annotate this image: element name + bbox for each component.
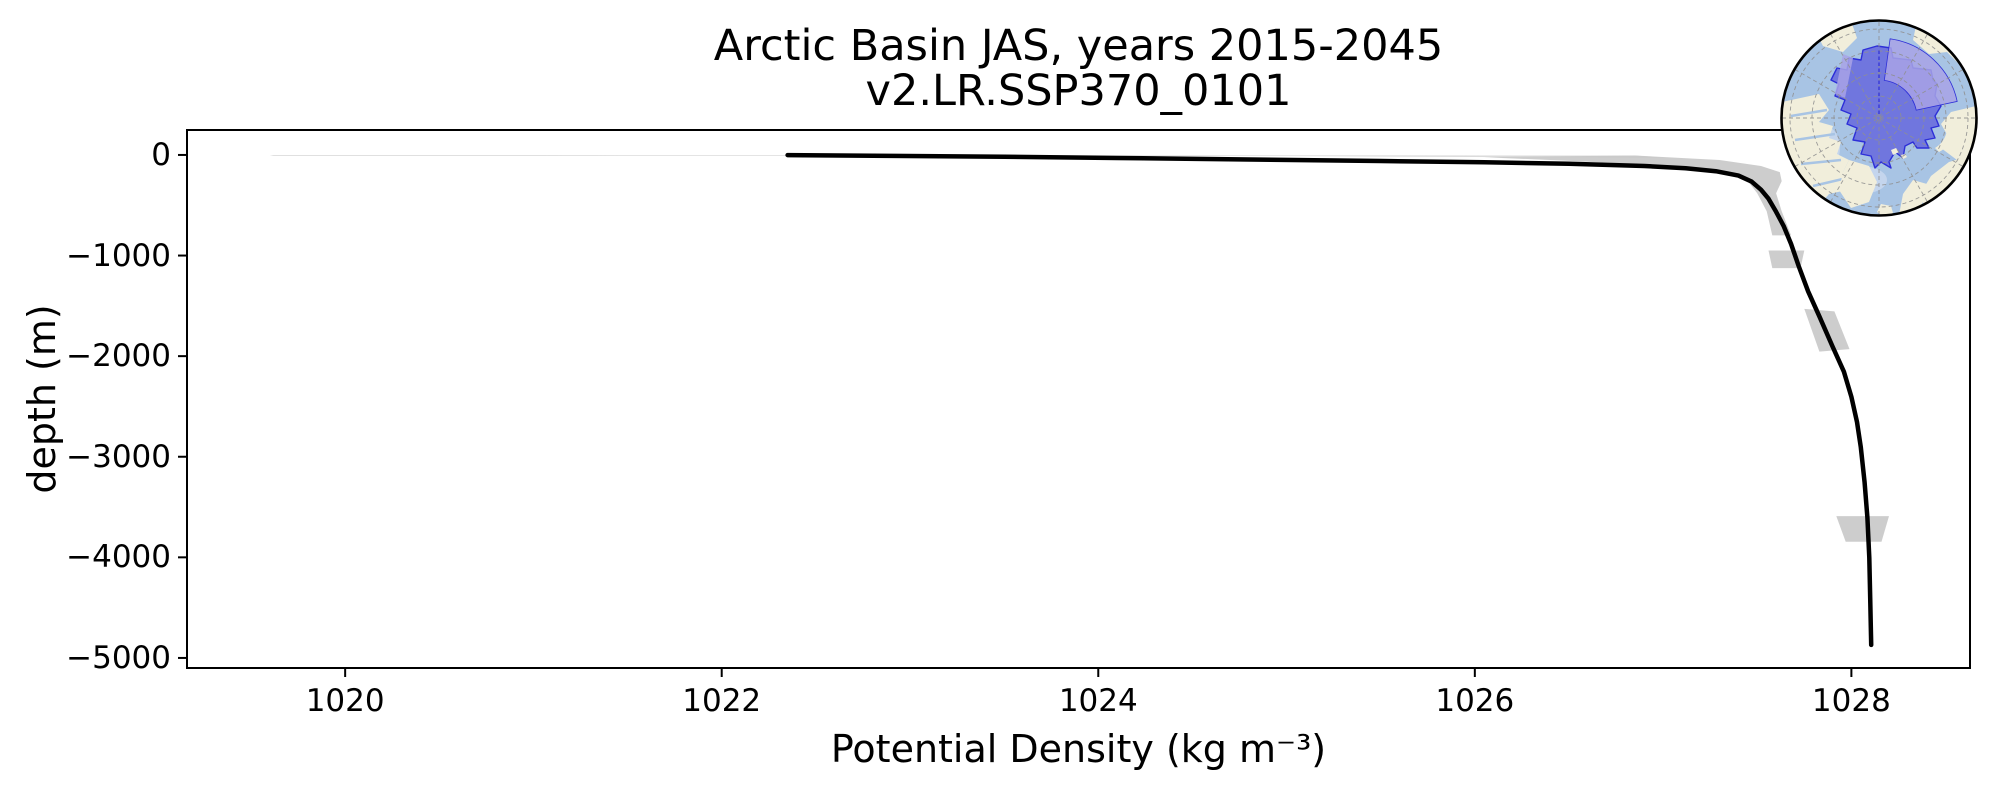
y-tick-label: −3000: [66, 438, 171, 475]
map-meridian-line: [1794, 69, 1964, 167]
map-meridian-line: [1830, 33, 1928, 203]
x-tick-label: 1020: [305, 683, 385, 719]
y-tick-label: −1000: [66, 237, 171, 274]
x-tick-label: 1026: [1435, 683, 1515, 719]
y-tick-label: −4000: [66, 539, 171, 576]
chart-title-line2: v2.LR.SSP370_0101: [865, 66, 1292, 116]
map-border-circle: [1780, 19, 1978, 217]
y-tick-label: 0: [151, 136, 171, 173]
map-region-sector-light: [1883, 38, 1958, 111]
x-tick-label: 1022: [682, 683, 762, 719]
surface-min-max-sliver: [269, 155, 1667, 158]
map-meridian-line: [1830, 33, 1928, 203]
x-axis-label: Potential Density (kg m⁻³): [830, 727, 1327, 771]
y-tick-label: −5000: [66, 639, 171, 676]
spread-patch-3700m: [1836, 516, 1889, 542]
chart-title-line1: Arctic Basin JAS, years 2015-2045: [713, 21, 1444, 71]
axes-spines-and-ticks: [178, 129, 1971, 677]
mean-profile-line: [785, 152, 1874, 648]
uncertainty-shading: [269, 155, 1889, 542]
x-tick-label: 1028: [1811, 683, 1891, 719]
x-tick-label: 1024: [1058, 683, 1138, 719]
y-axis-label: depth (m): [20, 304, 64, 494]
plot-box-spines: [186, 129, 1971, 669]
map-meridian-line: [1794, 69, 1964, 167]
y-tick-label: −2000: [66, 338, 171, 375]
ensemble-mean-density-profile: [785, 152, 1874, 648]
